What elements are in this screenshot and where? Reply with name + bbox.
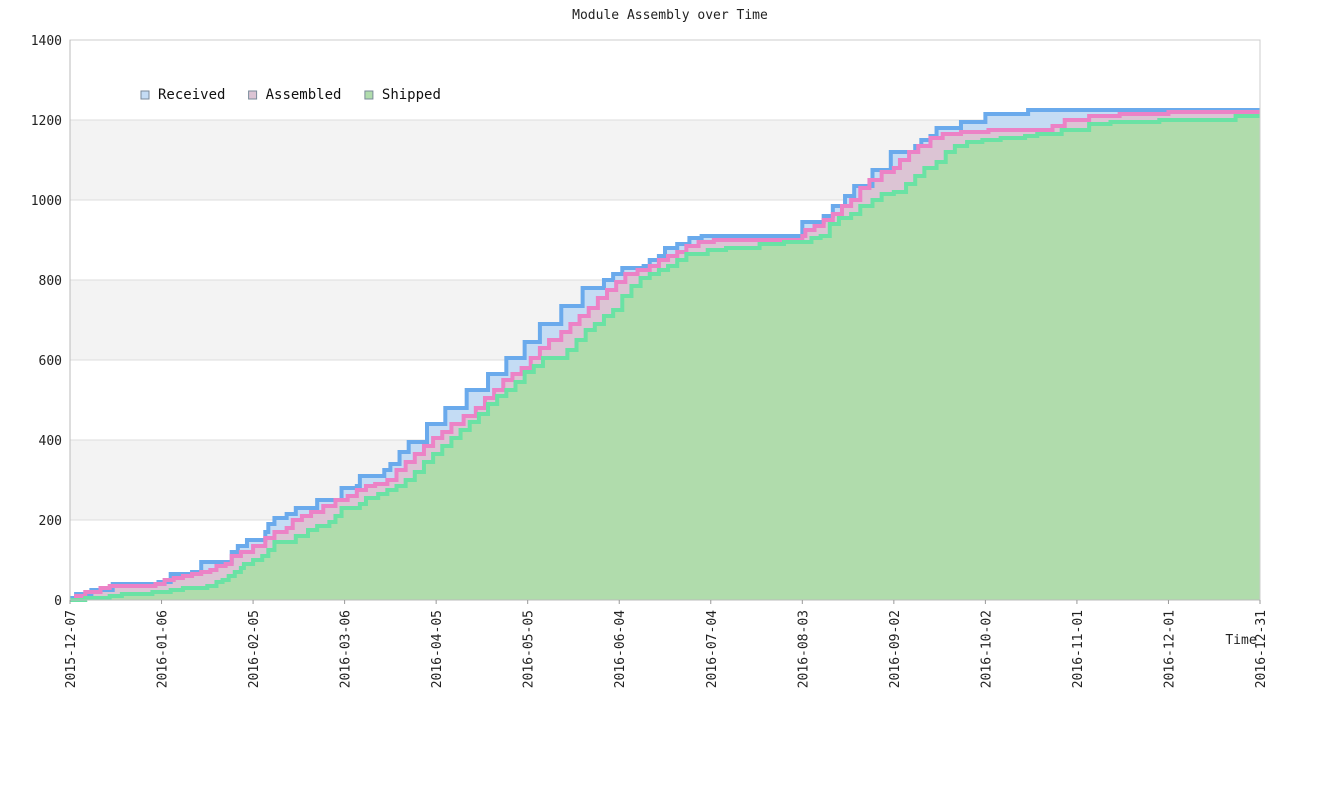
y-tick-label: 0 [54, 594, 62, 609]
x-tick-label: 2016-02-05 [247, 610, 262, 688]
y-tick-label: 400 [39, 434, 62, 449]
x-tick-label: 2016-05-05 [522, 610, 537, 688]
x-tick-label: 2015-12-07 [64, 610, 79, 688]
x-tick-label: 2016-08-03 [796, 610, 811, 688]
assembled-line [70, 110, 1260, 602]
x-tick-label: 2016-04-05 [430, 610, 445, 688]
shipped-line [70, 114, 1260, 602]
series-lines [70, 108, 1260, 602]
x-tick-label: 2016-12-31 [1254, 610, 1269, 688]
legend-label-assembled: Assembled [266, 87, 342, 103]
y-tick-label: 600 [39, 354, 62, 369]
axes [69, 39, 1261, 601]
y-tick-label: 1200 [31, 114, 62, 129]
y-tick-label: 1400 [31, 34, 62, 49]
x-axis-label: Time [1225, 633, 1256, 648]
legend-swatch-shipped [364, 90, 374, 100]
y-tick-label: 800 [39, 274, 62, 289]
y-tick-label: 1000 [31, 194, 62, 209]
legend-label-received: Received [158, 87, 225, 103]
y-tick-label: 200 [39, 514, 62, 529]
x-tick-label: 2016-01-06 [156, 610, 171, 688]
legend: Received Assembled Shipped [140, 87, 441, 103]
x-tick-label: 2016-12-01 [1162, 610, 1177, 688]
x-tick-label: 2016-09-02 [888, 610, 903, 688]
legend-label-shipped: Shipped [382, 87, 441, 103]
x-tick-label: 2016-07-04 [705, 610, 720, 688]
received-line [70, 108, 1260, 600]
x-tick-label: 2016-10-02 [979, 610, 994, 688]
grid-band [70, 40, 1260, 120]
legend-swatch-received [140, 90, 150, 100]
x-tick-label: 2016-11-01 [1071, 610, 1086, 688]
y-axis-ticks: 0 200 400 600 800 1000 1200 1400 [31, 34, 62, 609]
x-tick-label: 2016-06-04 [613, 610, 628, 688]
legend-swatch-assembled [248, 90, 258, 100]
chart-title: Module Assembly over Time [572, 8, 768, 23]
x-tick-label: 2016-03-06 [339, 610, 354, 688]
shipped-area [70, 116, 1260, 600]
x-axis-ticks: 2015-12-07 2016-01-06 2016-02-05 2016-03-06… [64, 600, 1269, 688]
